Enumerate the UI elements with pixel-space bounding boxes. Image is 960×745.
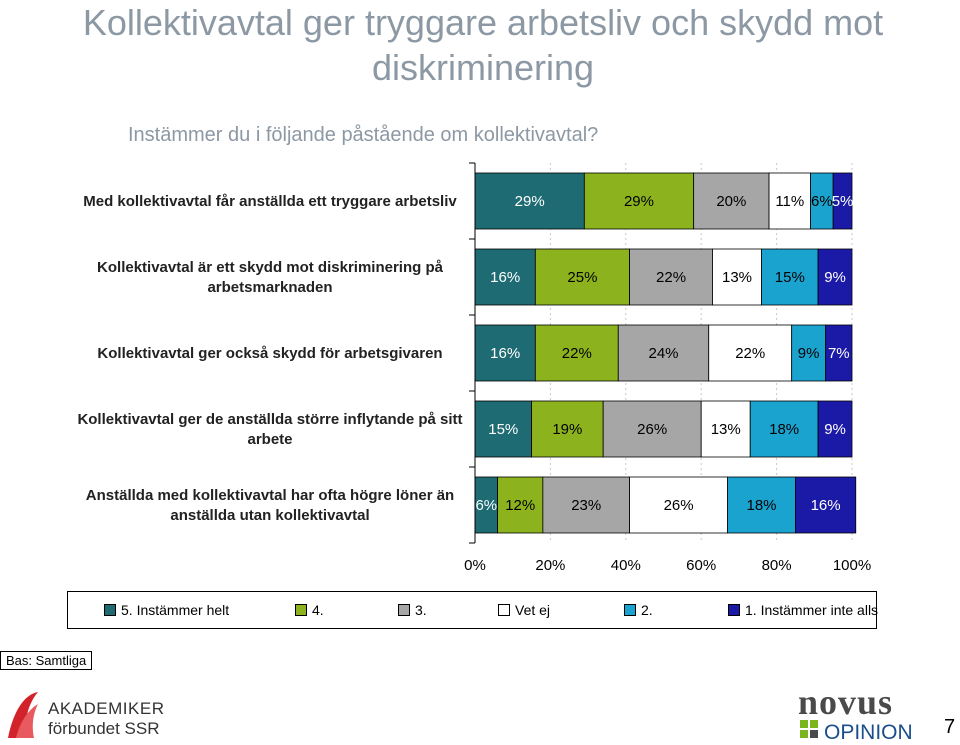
bar-segment — [617, 324, 710, 382]
bar-value-label: 29% — [624, 193, 654, 210]
bar-segment — [768, 172, 811, 230]
legend-swatch — [295, 604, 307, 616]
bar-segment — [761, 248, 819, 306]
bar-value-label: 9% — [824, 269, 846, 286]
bar-value-label: 12% — [505, 497, 535, 514]
novus-opinion-logo: novus OPINION — [798, 686, 913, 742]
x-tick-label: 60% — [686, 557, 716, 574]
svg-text:novus: novus — [798, 686, 893, 722]
bar-value-label: 19% — [552, 421, 582, 438]
bar-segment — [817, 248, 853, 306]
legend-label: 4. — [312, 602, 324, 618]
bar-segment — [534, 248, 630, 306]
legend-label: 1. Instämmer inte alls — [745, 602, 879, 618]
stacked-bar-chart: 29% 29% 20% 11% 6% 5%16% 25% 22% 13% 15% 9%16% 22% 2… — [77, 162, 871, 574]
bar-value-label: 25% — [567, 269, 597, 286]
x-tick-label: 100% — [833, 557, 871, 574]
legend-item: 3. — [398, 602, 427, 618]
bar-value-label: 15% — [775, 269, 805, 286]
bar-segment — [727, 476, 796, 534]
bar-value-label: 20% — [716, 193, 746, 210]
bar-value-label: 22% — [562, 345, 592, 362]
category-label: Kollektivavtal är ett skydd mot diskrimi… — [97, 259, 444, 296]
bar-value-label: 24% — [648, 345, 678, 362]
bar-value-label: 22% — [735, 345, 765, 362]
bar-segment — [817, 400, 853, 458]
x-axis-ticks: 0% 20% 40% 60% 80% 100% — [464, 557, 871, 574]
legend-item: 2. — [624, 602, 653, 618]
bar-segment — [602, 400, 702, 458]
legend-swatch — [624, 604, 636, 616]
page-title: Kollektivavtal ger tryggare arbetsliv oc… — [82, 2, 884, 88]
bar-value-label: 26% — [637, 421, 667, 438]
bar-segment — [583, 172, 695, 230]
bar-value-label: 22% — [656, 269, 686, 286]
legend-item: 5. Instämmer helt — [104, 602, 229, 618]
bar-segment — [474, 172, 585, 230]
bars: 29% 29% 20% 11% 6% 5%16% 25% 22% 13% 15% 9%16% 22% 2… — [474, 172, 857, 534]
akademiker-logo: AKADEMIKER förbundet SSR — [8, 692, 164, 738]
category-label: Kollektivavtal ger de anställda större i… — [77, 411, 462, 448]
legend-item: Vet ej — [498, 602, 550, 618]
bar-value-label: 16% — [490, 345, 520, 362]
legend-swatch — [498, 604, 510, 616]
bar-value-label: 9% — [798, 345, 820, 362]
chart-question: Instämmer du i följande påstående om kol… — [128, 124, 599, 146]
legend-swatch — [104, 604, 116, 616]
bar-segment — [531, 400, 604, 458]
bar-segment — [825, 324, 853, 382]
legend-label: 2. — [641, 602, 653, 618]
x-tick-label: 80% — [762, 557, 792, 574]
bar-segment — [474, 400, 532, 458]
bar-value-label: 11% — [775, 193, 804, 210]
bar-segment — [474, 324, 536, 382]
bar-segment — [749, 400, 819, 458]
bar-value-label: 6% — [811, 193, 833, 210]
category-label: Kollektivavtal ger också skydd för arbet… — [97, 345, 442, 362]
x-tick-label: 0% — [464, 557, 486, 574]
x-tick-label: 40% — [611, 557, 641, 574]
bar-value-label: 18% — [769, 421, 799, 438]
legend-label: Vet ej — [515, 602, 551, 618]
bar-value-label: 29% — [515, 193, 545, 210]
bar-segment — [693, 172, 770, 230]
bar-value-label: 15% — [488, 421, 518, 438]
svg-text:förbundet SSR: förbundet SSR — [48, 719, 160, 738]
bar-segment — [791, 324, 827, 382]
bar-value-label: 5% — [832, 193, 854, 210]
bar-value-label: 13% — [711, 421, 741, 438]
bar-segment — [497, 476, 544, 534]
bar-segment — [795, 476, 857, 534]
bar-value-label: 6% — [475, 497, 497, 514]
legend-item: 4. — [295, 602, 324, 618]
category-labels: Med kollektivavtal får anställda ett try… — [77, 193, 462, 524]
bar-value-label: 23% — [571, 497, 601, 514]
bar-segment — [712, 248, 762, 306]
page-number: 7 — [944, 716, 956, 738]
legend-label: 5. Instämmer helt — [121, 602, 230, 618]
bar-value-label: 7% — [828, 345, 850, 362]
category-label: Med kollektivavtal får anställda ett try… — [83, 193, 457, 210]
bar-segment — [629, 476, 728, 534]
bar-value-label: 16% — [490, 269, 520, 286]
bar-segment — [629, 248, 713, 306]
bar-value-label: 9% — [824, 421, 846, 438]
bar-value-label: 16% — [811, 497, 841, 514]
bar-segment — [832, 172, 853, 230]
legend: 5. Instämmer helt 4. 3. Vet ej 2. 1. Instämme… — [67, 591, 878, 629]
legend-label: 3. — [415, 602, 427, 618]
bar-value-label: 18% — [747, 497, 777, 514]
legend-swatch — [728, 604, 740, 616]
bar-value-label: 26% — [664, 497, 694, 514]
category-label: Anställda med kollektivavtal har ofta hö… — [86, 487, 454, 524]
svg-text:OPINION: OPINION — [824, 721, 913, 742]
legend-item: 1. Instämmer inte alls — [728, 602, 878, 618]
svg-text:AKADEMIKER: AKADEMIKER — [48, 699, 164, 718]
legend-swatch — [398, 604, 410, 616]
x-tick-label: 20% — [535, 557, 565, 574]
base-note: Bas: Samtliga — [0, 651, 93, 670]
bar-value-label: 13% — [722, 269, 752, 286]
